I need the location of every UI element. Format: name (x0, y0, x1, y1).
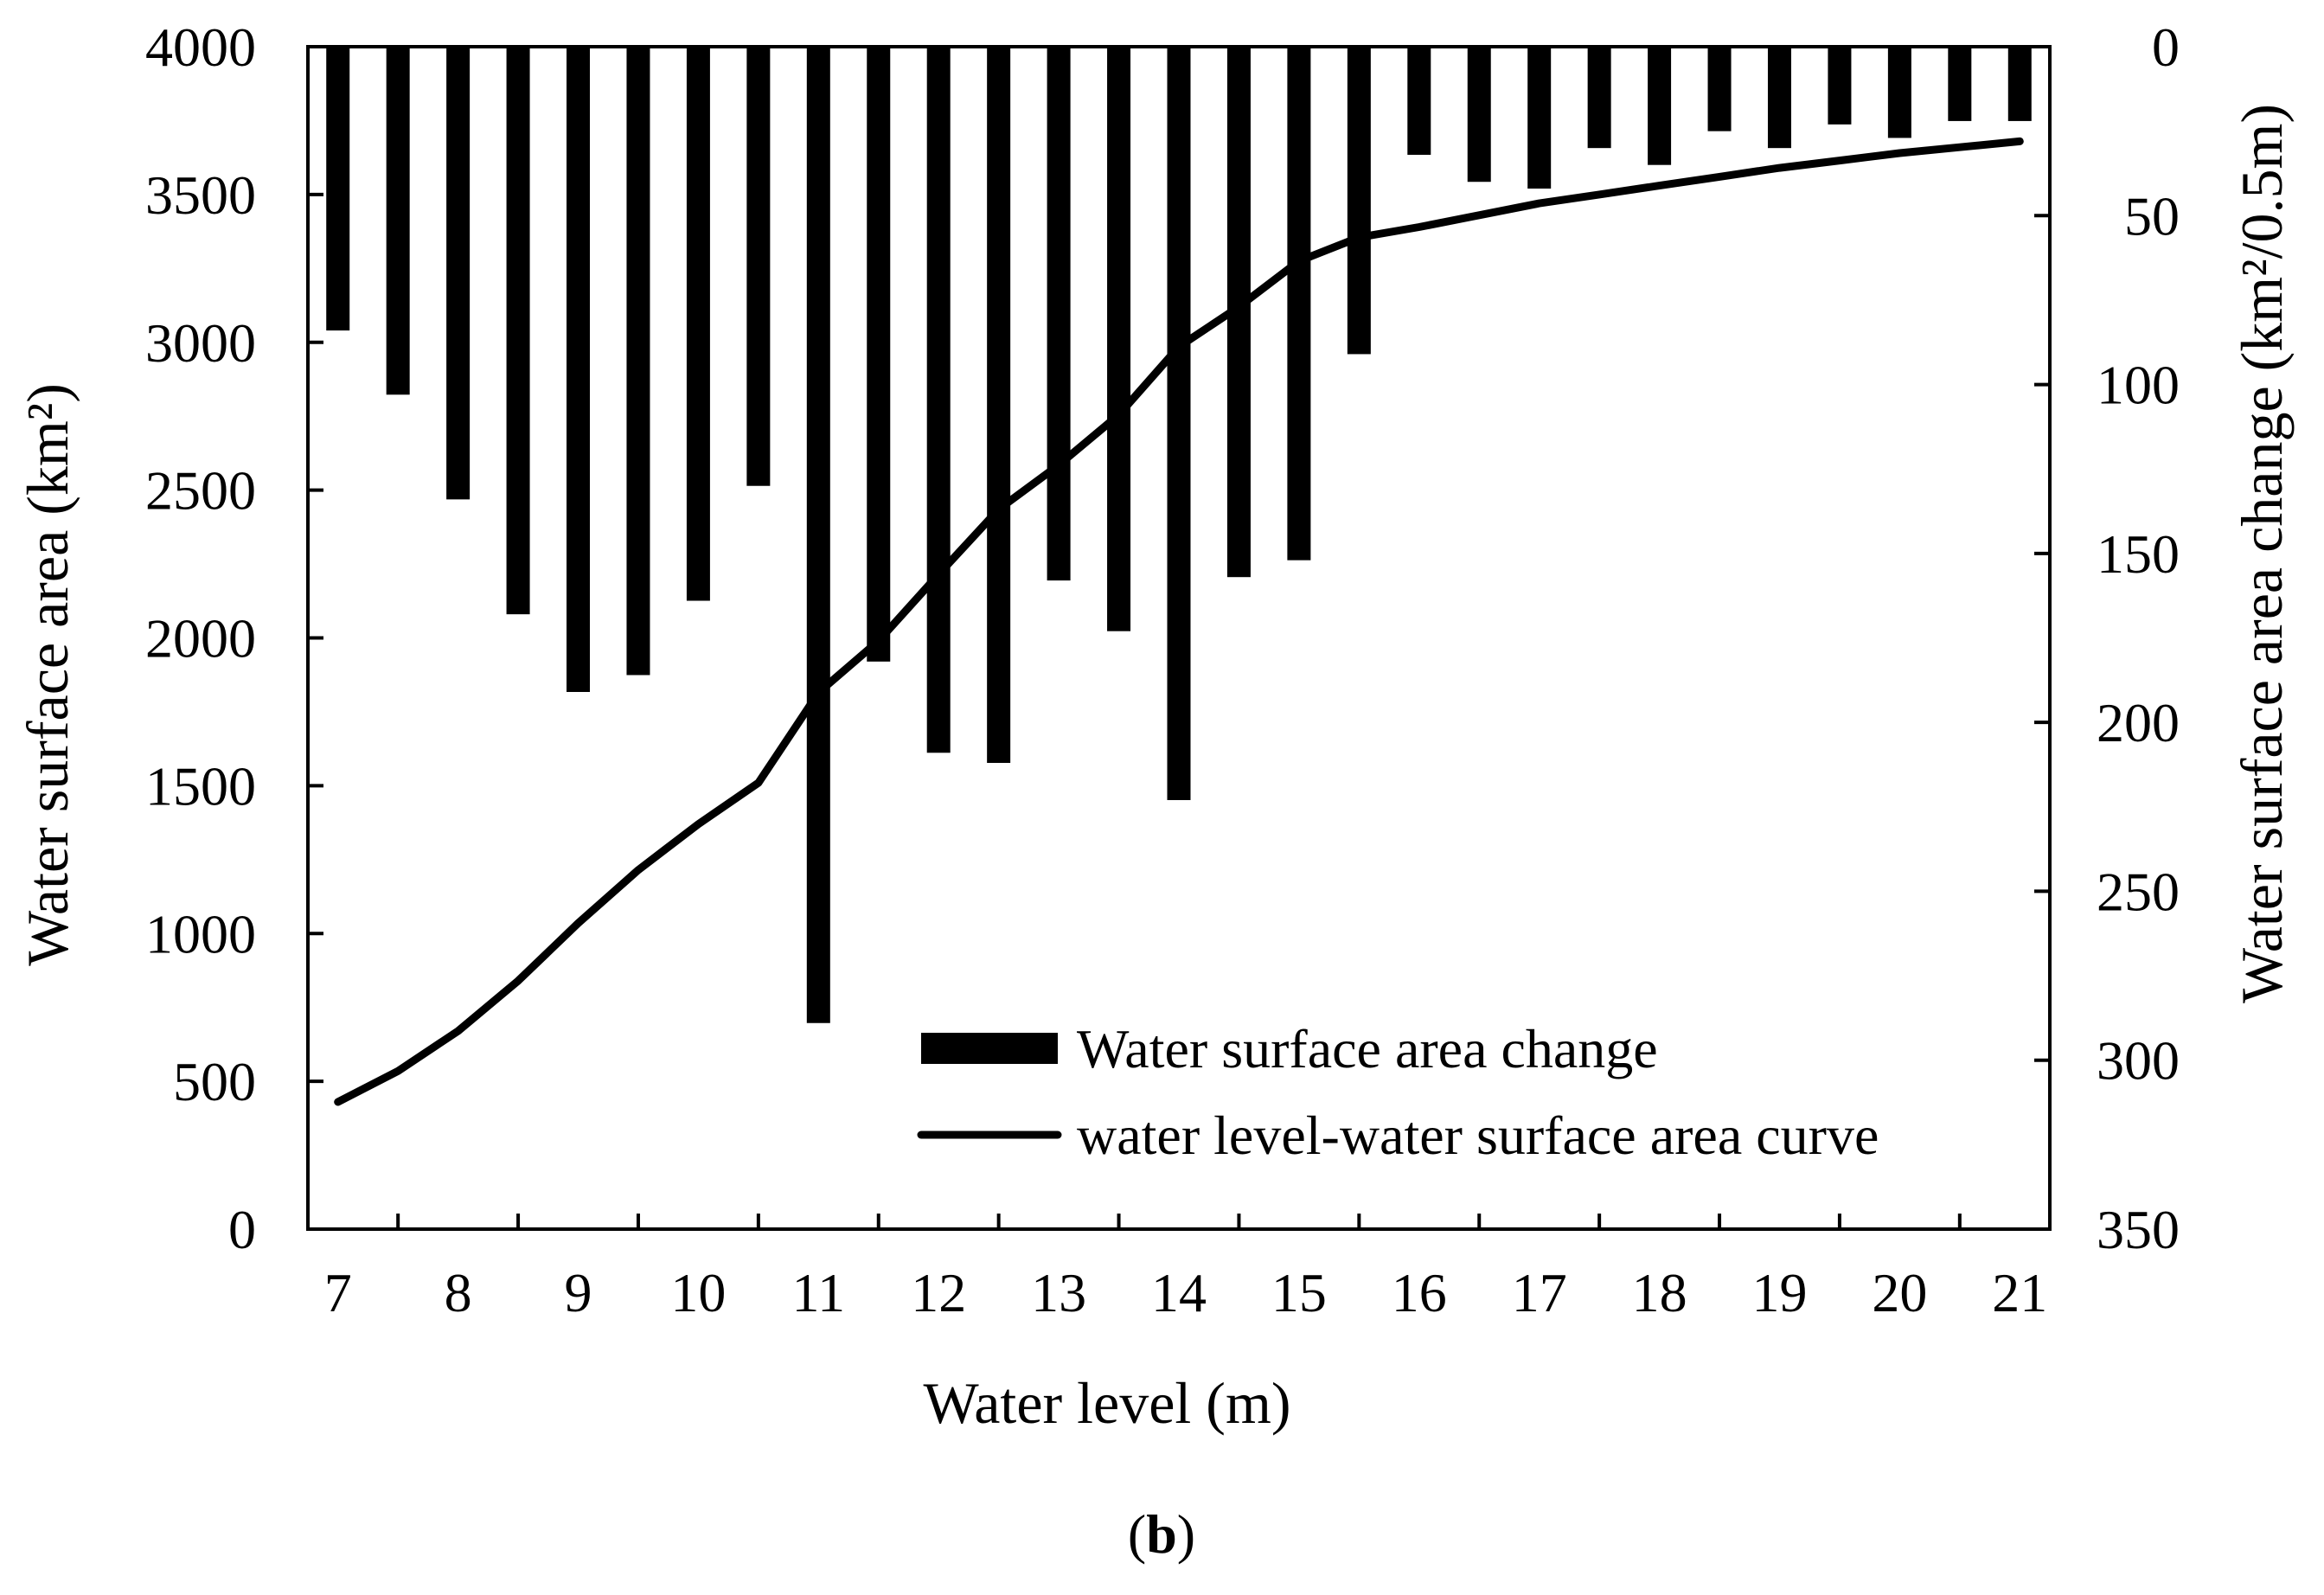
y-left-axis-title: Water surface area (km²) (15, 383, 80, 966)
bar (1167, 47, 1191, 800)
y-left-tick-label: 2500 (145, 460, 256, 522)
x-tick-label: 14 (1151, 1262, 1207, 1323)
bar (2007, 47, 2032, 121)
bar (686, 47, 710, 601)
bar (1287, 47, 1311, 560)
y-right-tick-label: 300 (2097, 1030, 2180, 1092)
bar (1347, 47, 1371, 355)
y-left-tick-label: 3000 (145, 312, 256, 374)
bar (987, 47, 1011, 764)
bar (1527, 47, 1552, 189)
bar (1047, 47, 1071, 581)
x-tick-label: 19 (1751, 1262, 1807, 1323)
bar (1948, 47, 1972, 121)
bar (386, 47, 410, 395)
bar (806, 47, 830, 1023)
x-tick-label: 18 (1632, 1262, 1687, 1323)
x-tick-label: 9 (565, 1262, 592, 1323)
y-right-tick-label: 250 (2097, 861, 2180, 922)
y-left-tick-label: 4000 (145, 16, 256, 78)
x-axis-title: Water level (m) (924, 1370, 1291, 1436)
bar (746, 47, 771, 486)
x-tick-label: 17 (1512, 1262, 1567, 1323)
y-right-tick-label: 100 (2097, 355, 2180, 416)
legend-bar-swatch (921, 1033, 1058, 1064)
bar (567, 47, 591, 692)
x-tick-label: 20 (1872, 1262, 1927, 1323)
y-right-tick-label: 50 (2124, 185, 2180, 247)
x-tick-label: 16 (1392, 1262, 1447, 1323)
y-left-axis-ticks: 0 500 1000 1500 2000 2500 3000 3500 4000 (145, 16, 323, 1260)
bar (626, 47, 650, 676)
x-tick-label: 12 (911, 1262, 966, 1323)
bar (326, 47, 350, 331)
y-left-tick-label: 500 (173, 1051, 256, 1112)
y-right-tick-label: 150 (2097, 523, 2180, 585)
bar (867, 47, 891, 662)
x-tick-label: 15 (1271, 1262, 1327, 1323)
legend: Water surface area change water level-wa… (917, 1018, 1879, 1166)
bar (1887, 47, 1911, 138)
area-curve-line (334, 137, 2024, 1106)
bar (506, 47, 530, 615)
x-tick-label: 7 (324, 1262, 352, 1323)
y-left-tick-label: 2000 (145, 608, 256, 669)
legend-line-label: water level-water surface area curve (1077, 1105, 1879, 1166)
y-right-axis-ticks: 0 50 100 150 200 250 300 350 (2034, 16, 2180, 1260)
x-tick-label: 10 (670, 1262, 726, 1323)
bar (1707, 47, 1732, 131)
x-tick-label: 13 (1031, 1262, 1086, 1323)
bar (926, 47, 951, 753)
legend-bar-label: Water surface area change (1077, 1018, 1658, 1079)
y-right-tick-label: 0 (2152, 16, 2180, 78)
x-tick-label: 11 (791, 1262, 845, 1323)
bar (1828, 47, 1852, 125)
bar (1107, 47, 1131, 631)
y-left-tick-label: 0 (228, 1199, 256, 1260)
x-tick-label: 21 (1992, 1262, 2047, 1323)
bar (1407, 47, 1431, 155)
y-right-axis-title: Water surface area change (km²/0.5m) (2229, 104, 2295, 1003)
bar (1587, 47, 1611, 149)
y-left-tick-label: 1500 (145, 755, 256, 817)
bar (1767, 47, 1791, 149)
bar (446, 47, 471, 500)
bar (1467, 47, 1491, 183)
x-tick-label: 8 (445, 1262, 472, 1323)
figure-caption: (b) (1128, 1503, 1195, 1565)
x-axis-ticks: 7 8 9 10 11 12 13 14 15 16 17 18 19 20 21 (324, 1214, 2047, 1323)
y-left-tick-label: 3500 (145, 164, 256, 226)
y-right-tick-label: 200 (2097, 692, 2180, 753)
y-right-tick-label: 350 (2097, 1199, 2180, 1260)
bar-series (326, 47, 2032, 1023)
y-left-tick-label: 1000 (145, 903, 256, 964)
bar (1648, 47, 1672, 165)
